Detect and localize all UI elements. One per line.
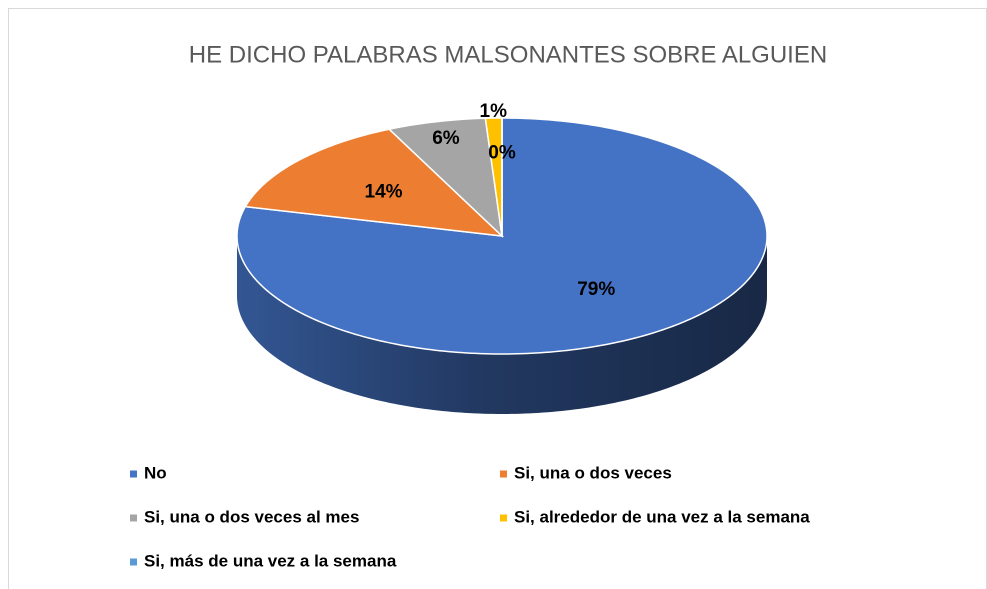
data-label: 79%	[577, 279, 615, 300]
data-label: 6%	[432, 128, 460, 149]
legend-swatch	[500, 514, 507, 522]
legend-swatch	[500, 470, 507, 478]
legend-swatch	[130, 558, 137, 566]
legend-label: Si, una o dos veces	[514, 463, 672, 482]
legend-swatch	[130, 514, 137, 522]
pie-slice	[244, 128, 505, 238]
legend-label: No	[144, 463, 167, 482]
legend-label: Si, alrededor de una vez a la semana	[514, 507, 810, 526]
pie-slice	[387, 117, 504, 239]
data-label: 1%	[480, 101, 508, 122]
data-label: 0%	[488, 142, 516, 163]
data-label: 14%	[365, 181, 403, 202]
legend-label: Si, una o dos veces al mes	[144, 507, 359, 526]
legend-label: Si, más de una vez a la semana	[144, 551, 397, 570]
legend-swatch	[130, 470, 137, 478]
pie-side	[237, 236, 767, 414]
chart-title: HE DICHO PALABRAS MALSONANTES SOBRE ALGU…	[189, 41, 827, 68]
